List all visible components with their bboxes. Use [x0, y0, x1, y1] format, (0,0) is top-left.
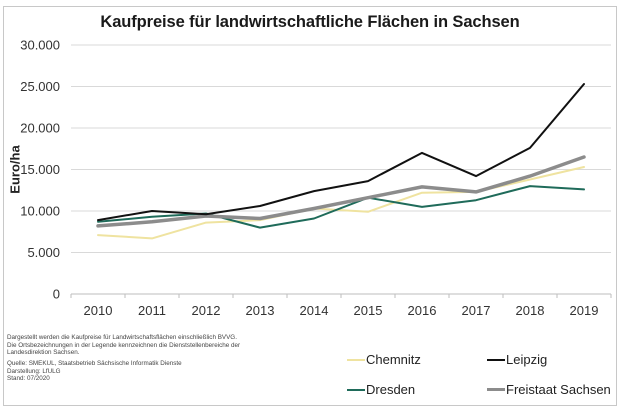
- legend-label-dresden: Dresden: [366, 382, 416, 397]
- y-tick-label: 25.000: [20, 79, 60, 94]
- y-tick-label: 0: [53, 287, 60, 302]
- x-tick-label: 2019: [570, 303, 599, 318]
- chart-title: Kaufpreise für landwirtschaftliche Fläch…: [100, 13, 520, 31]
- x-tick-label: 2015: [354, 303, 383, 318]
- series-line-freistaat-sachsen: [96, 155, 586, 228]
- x-tick-label: 2014: [300, 303, 329, 318]
- series-line-leipzig: [97, 83, 585, 222]
- legend-label-leipzig: Leipzig: [506, 352, 548, 367]
- legend-item-leipzig: Leipzig: [487, 352, 547, 367]
- legend-item-dresden: Dresden: [347, 382, 415, 397]
- series-line-dresden: [97, 185, 585, 229]
- x-tick-label: 2017: [462, 303, 491, 318]
- y-tick-label: 20.000: [20, 121, 60, 136]
- chart-frame: [3, 6, 617, 406]
- source-text: Quelle: SMEKUL, Staatsbetrieb Sächsische…: [7, 360, 182, 383]
- note-text: Dargestellt werden die Kaufpreise für La…: [7, 334, 241, 357]
- x-tick-label: 2013: [246, 303, 275, 318]
- x-tick-label: 2010: [84, 303, 113, 318]
- chart-notes: Dargestellt werden die Kaufpreise für La…: [7, 334, 267, 387]
- legend-swatch-leipzig: [487, 358, 505, 361]
- y-tick-label: 10.000: [20, 204, 60, 219]
- y-tick-label: 5.000: [27, 245, 60, 260]
- legend-swatch-freistaat-sachsen: [487, 388, 505, 391]
- legend-item-freistaat-sachsen: Freistaat Sachsen: [487, 382, 611, 397]
- legend-swatch-chemnitz: [347, 358, 365, 361]
- legend-swatch-dresden: [347, 388, 365, 391]
- y-tick-label: 15.000: [20, 162, 60, 177]
- legend-label-freistaat-sachsen: Freistaat Sachsen: [506, 382, 611, 397]
- legend-item-chemnitz: Chemnitz: [347, 352, 421, 367]
- legend-label-chemnitz: Chemnitz: [366, 352, 421, 367]
- y-tick-label: 30.000: [20, 38, 60, 53]
- x-tick-label: 2011: [138, 303, 166, 318]
- x-tick-label: 2016: [408, 303, 437, 318]
- x-tick-label: 2018: [516, 303, 545, 318]
- x-tick-label: 2012: [192, 303, 221, 318]
